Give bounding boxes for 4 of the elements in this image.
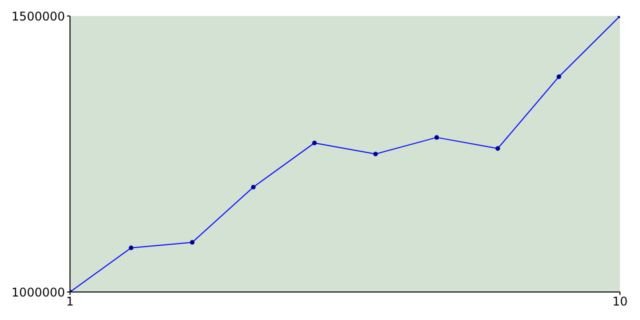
y-tick-label: 1500000 [12,9,65,24]
x-tick-label: 1 [66,294,74,309]
x-tick-label: 10 [612,294,628,309]
y-tick-label: 1000000 [12,285,65,300]
